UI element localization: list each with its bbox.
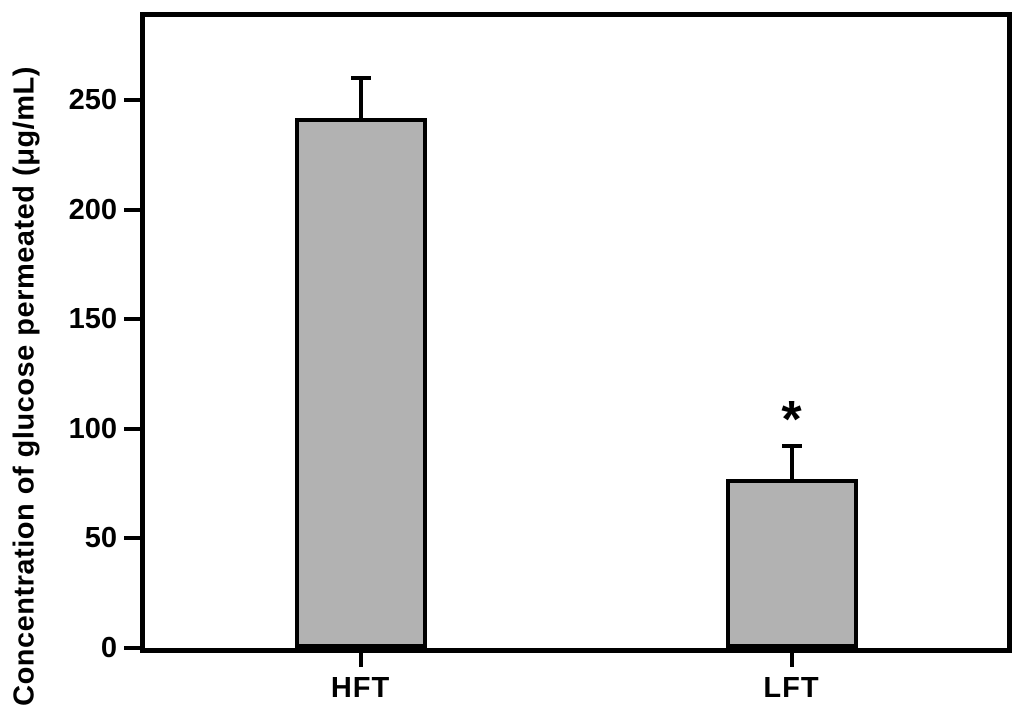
error-bar-cap-hft [350, 76, 371, 81]
y-tick-label: 150 [68, 303, 117, 336]
x-tick-label-lft: LFT [763, 672, 820, 704]
error-bar-cap-lft [781, 444, 802, 449]
x-tick-mark-lft [789, 653, 794, 667]
y-tick-label: 200 [68, 193, 117, 226]
y-tick-label: 50 [84, 522, 117, 555]
y-tick-label: 100 [68, 412, 117, 445]
bar-lft [725, 479, 858, 648]
y-tick-mark [124, 646, 140, 650]
x-tick-label-hft: HFT [330, 672, 391, 704]
y-tick-label: 0 [100, 632, 117, 664]
y-axis-label: Concentration of glucose permeated (μg/m… [8, 66, 41, 706]
y-tick-label: 250 [68, 84, 117, 117]
y-tick-mark [124, 317, 140, 322]
y-tick-mark [124, 98, 140, 103]
error-bar-line-hft [358, 78, 363, 118]
y-tick-mark [124, 426, 140, 431]
y-tick-mark [124, 536, 140, 541]
x-tick-mark-hft [358, 653, 363, 667]
error-bar-line-lft [789, 446, 794, 480]
bar-hft [294, 117, 427, 648]
significance-asterisk: * [781, 391, 802, 450]
y-tick-mark [124, 207, 140, 212]
plot-area: 0 50 100 150 200 250 HFT LFT * [69, 12, 1012, 704]
